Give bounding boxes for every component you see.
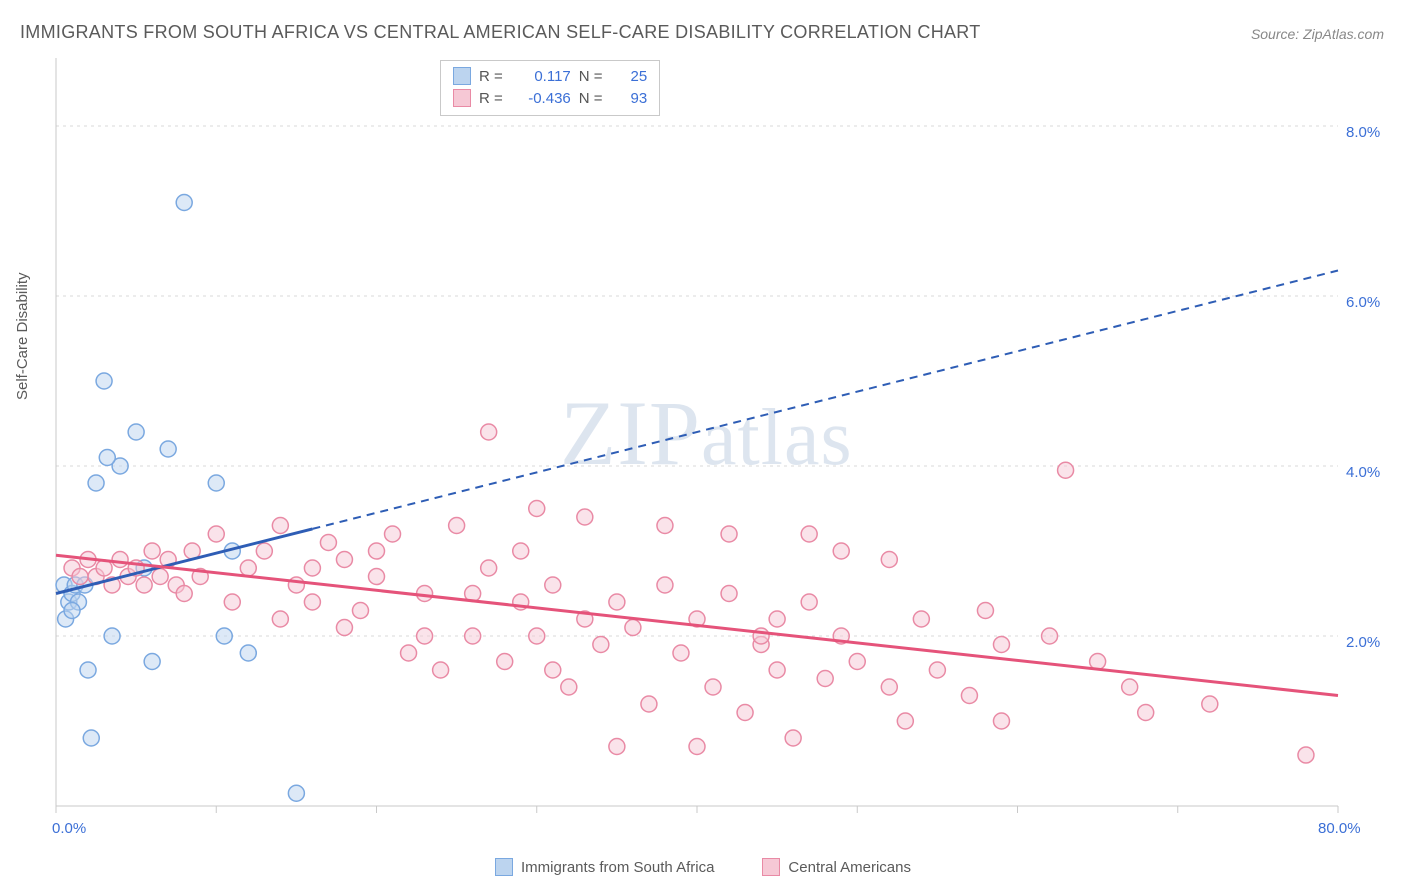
r-label: R = — [479, 90, 503, 107]
stats-swatch-1 — [453, 67, 471, 85]
n-label: N = — [579, 90, 603, 107]
y-tick-label: 2.0% — [1346, 634, 1380, 651]
stats-row-series-2: R = -0.436 N = 93 — [453, 87, 647, 109]
x-tick-label: 0.0% — [52, 820, 86, 837]
n-label: N = — [579, 68, 603, 85]
legend-swatch-1 — [495, 858, 513, 876]
legend-item-2: Central Americans — [762, 858, 911, 876]
y-tick-label: 4.0% — [1346, 464, 1380, 481]
y-axis-label: Self-Care Disability — [14, 272, 31, 400]
y-tick-label: 6.0% — [1346, 294, 1380, 311]
legend-swatch-2 — [762, 858, 780, 876]
r-value-2: -0.436 — [515, 90, 571, 107]
n-value-1: 25 — [631, 68, 648, 85]
footer-legend: Immigrants from South Africa Central Ame… — [0, 858, 1406, 876]
scatter-plot — [52, 58, 1384, 826]
y-tick-label: 8.0% — [1346, 124, 1380, 141]
legend-item-1: Immigrants from South Africa — [495, 858, 714, 876]
source-attribution: Source: ZipAtlas.com — [1251, 26, 1384, 42]
stats-swatch-2 — [453, 89, 471, 107]
x-tick-label: 80.0% — [1318, 820, 1361, 837]
legend-label-1: Immigrants from South Africa — [521, 859, 714, 876]
legend-label-2: Central Americans — [788, 859, 911, 876]
chart-title: IMMIGRANTS FROM SOUTH AFRICA VS CENTRAL … — [20, 22, 981, 43]
stats-row-series-1: R = 0.117 N = 25 — [453, 65, 647, 87]
r-value-1: 0.117 — [515, 68, 571, 85]
n-value-2: 93 — [631, 90, 648, 107]
r-label: R = — [479, 68, 503, 85]
chart-container: IMMIGRANTS FROM SOUTH AFRICA VS CENTRAL … — [0, 0, 1406, 892]
correlation-stats-box: R = 0.117 N = 25 R = -0.436 N = 93 — [440, 60, 660, 116]
